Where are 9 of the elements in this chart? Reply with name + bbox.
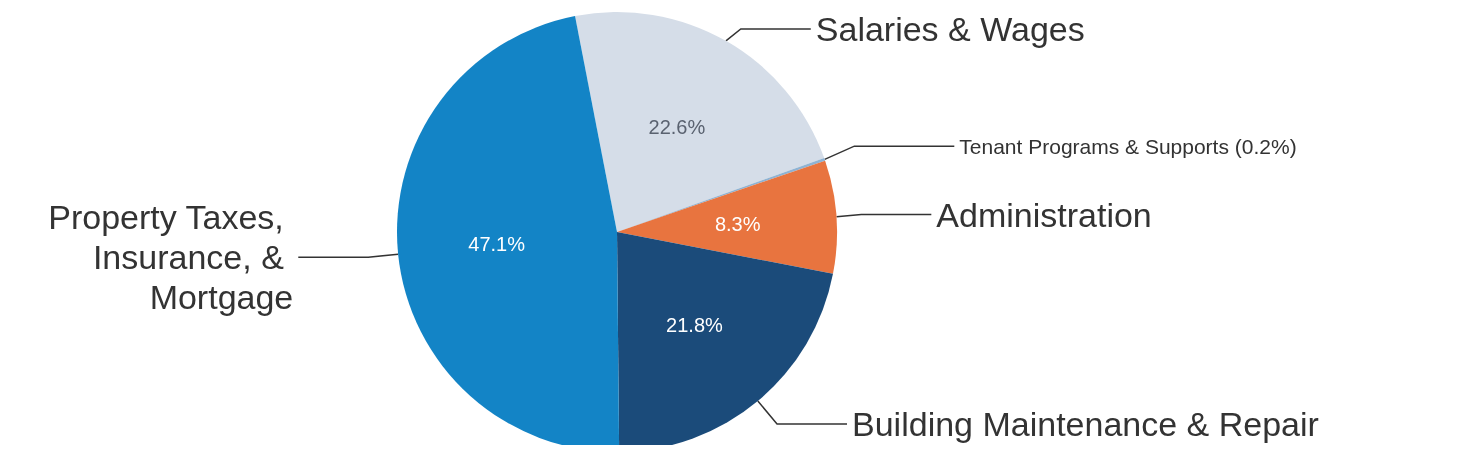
data-label: 47.1% [468,233,526,256]
slice-label: Property Taxes, Insurance, & Mortgage [48,198,294,317]
data-label: 8.3% [714,212,761,235]
data-label: 21.8% [666,313,724,336]
data-label: 22.6% [648,115,706,138]
slice-label: Salaries & Wages [815,10,1085,48]
slice-label: Administration [936,195,1152,234]
slice-label: Tenant Programs & Supports (0.2%) [959,134,1297,158]
slice-label: Building Maintenance & Repair [852,405,1319,443]
